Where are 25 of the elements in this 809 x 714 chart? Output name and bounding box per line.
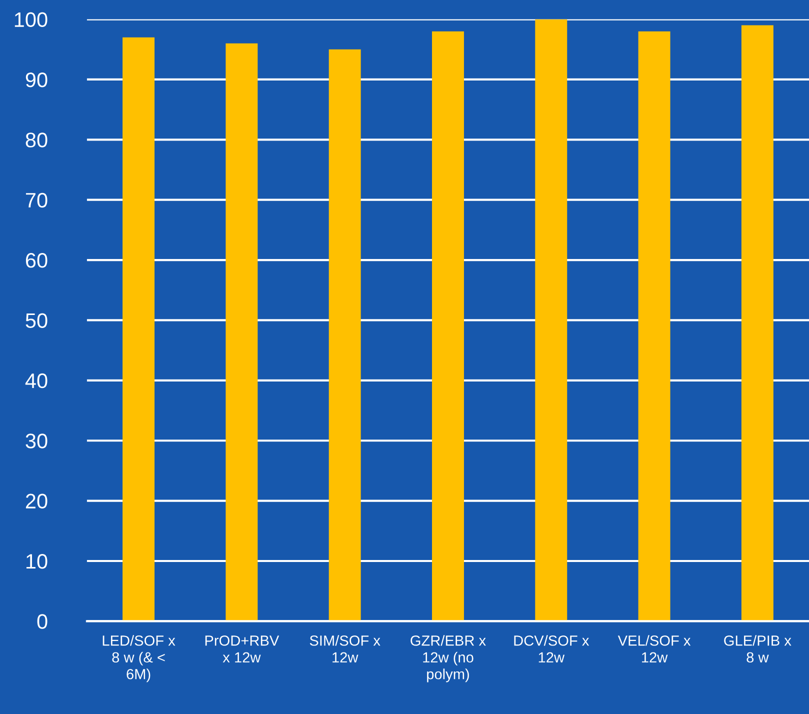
x-tick-label: GZR/EBR x 12w (no polym)	[410, 635, 486, 682]
bar	[638, 31, 670, 622]
x-tick-label: LED/SOF x 8 w (& < 6M)	[102, 635, 176, 682]
x-tick-label: PrOD+RBV x 12w	[205, 635, 280, 662]
y-tick-label: 80	[26, 132, 48, 148]
y-tick-label: 60	[26, 253, 48, 268]
y-tick-label: 30	[26, 434, 48, 448]
y-tick-label: 20	[26, 494, 48, 509]
bar	[226, 43, 258, 622]
y-tick-label: 50	[26, 313, 48, 328]
y-tick-label: 0	[37, 614, 48, 629]
x-tick-label: VEL/SOF x 12w	[618, 635, 691, 662]
y-tick-label: 40	[25, 373, 48, 388]
x-tick-label: SIM/SOF x 12w	[310, 635, 380, 662]
bar	[741, 25, 774, 622]
bar	[122, 37, 155, 622]
x-tick-label: DCV/SOF x 12w	[514, 635, 590, 662]
bar	[432, 31, 464, 622]
bar	[535, 19, 568, 622]
bar	[328, 49, 361, 622]
y-tick-label: 90	[26, 72, 48, 88]
y-tick-label: 70	[26, 192, 48, 208]
y-tick-label: 10	[26, 554, 48, 569]
x-tick-label: GLE/PIB x 8 w	[724, 635, 792, 663]
y-tick-label: 100	[14, 12, 48, 28]
